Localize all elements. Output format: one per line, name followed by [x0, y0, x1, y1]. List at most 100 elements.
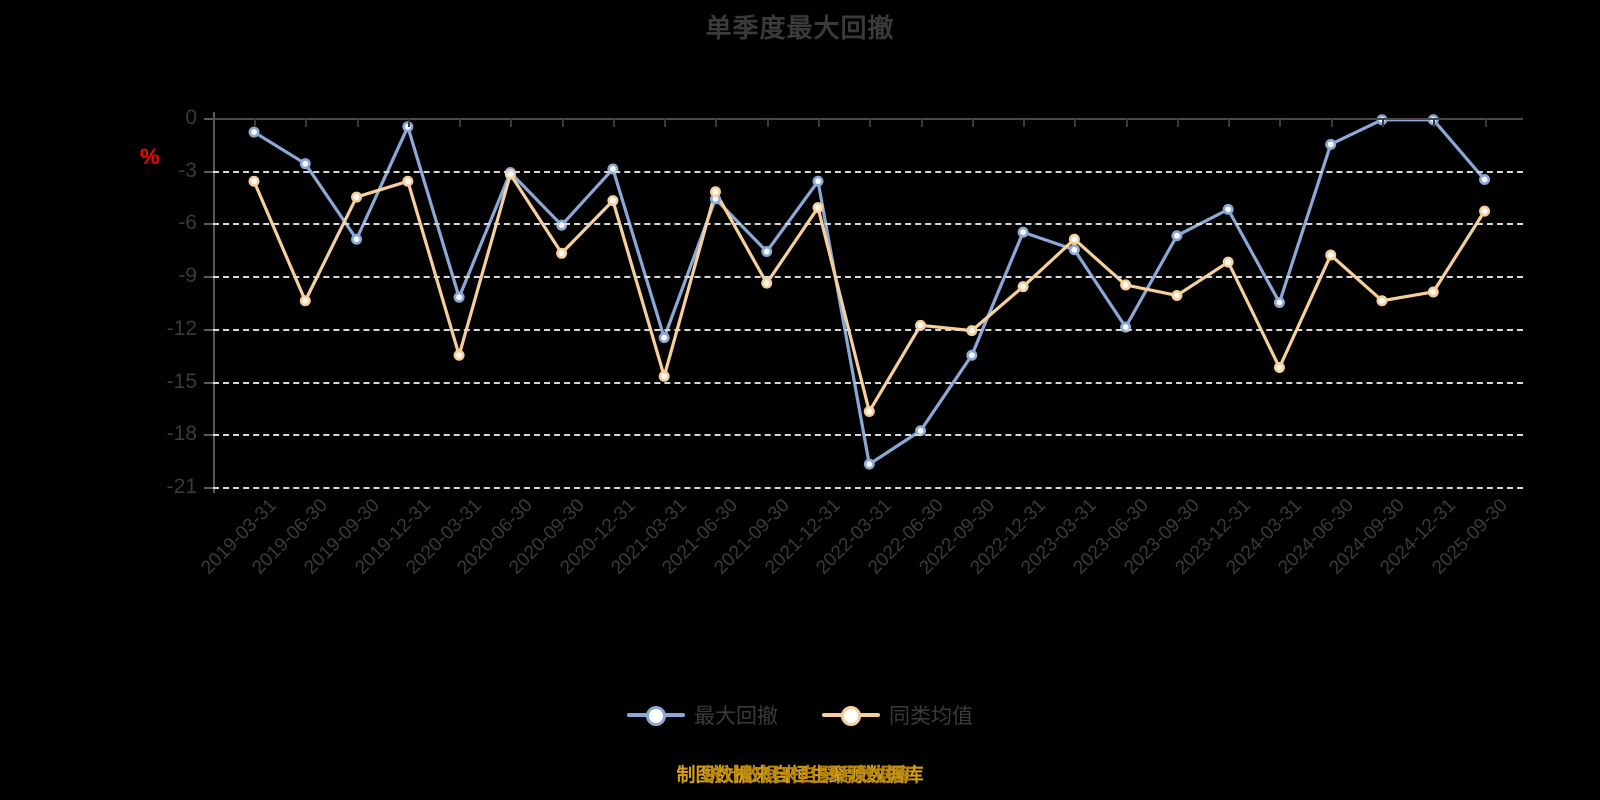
x-axis-tick-mark — [1074, 118, 1077, 127]
data-point-marker[interactable] — [1376, 295, 1388, 307]
x-axis-tick-mark — [356, 118, 359, 127]
legend-label-peer-average: 同类均值 — [889, 705, 973, 728]
gridline — [213, 170, 1523, 173]
data-point-marker[interactable] — [299, 158, 311, 170]
footer-source-note-front: 制图数据来自恒生聚源数据库 — [676, 765, 924, 786]
x-axis-tick-mark — [664, 118, 667, 127]
data-point-marker[interactable] — [812, 175, 824, 187]
legend-marker-peer-average — [822, 705, 880, 726]
series-lines-layer — [248, 114, 1491, 470]
data-point-marker[interactable] — [1222, 203, 1234, 215]
x-axis-tick-mark — [1023, 118, 1026, 127]
y-axis-tick-label: -3 — [178, 158, 197, 182]
gridline — [213, 434, 1523, 437]
x-axis-tick-mark — [612, 118, 615, 127]
data-point-marker[interactable] — [402, 175, 414, 187]
data-point-marker[interactable] — [1479, 205, 1491, 217]
data-point-marker[interactable] — [761, 246, 773, 258]
y-axis-tick-label: -15 — [166, 369, 197, 393]
y-axis-tick-mark — [204, 170, 213, 173]
x-axis-tick-mark — [1433, 118, 1436, 127]
data-point-marker[interactable] — [1017, 281, 1029, 293]
data-point-marker[interactable] — [1325, 138, 1337, 150]
data-point-marker[interactable] — [1171, 230, 1183, 242]
x-axis-tick-mark — [920, 118, 923, 127]
x-axis-tick-mark — [715, 118, 718, 127]
x-axis-tick-mark — [818, 118, 820, 127]
data-point-marker[interactable] — [658, 332, 670, 344]
legend-label-drawdown: 最大回撤 — [694, 705, 778, 728]
x-axis-tick-mark — [1176, 118, 1179, 127]
data-point-marker[interactable] — [1427, 286, 1439, 298]
data-point-marker[interactable] — [761, 277, 773, 289]
y-axis-tick-mark — [204, 223, 213, 226]
footer-source-note: 统计数据来自聚源数据库 制图数据来自恒生聚源数据库 — [0, 760, 1600, 787]
data-point-marker[interactable] — [453, 291, 465, 303]
data-point-marker[interactable] — [863, 405, 875, 417]
data-point-marker[interactable] — [351, 191, 363, 203]
data-point-marker[interactable] — [709, 186, 721, 198]
y-axis-tick-label: -18 — [166, 422, 197, 446]
x-axis-tick-mark — [869, 118, 872, 127]
data-point-marker[interactable] — [607, 195, 619, 207]
data-point-marker[interactable] — [453, 349, 465, 361]
data-point-marker[interactable] — [1479, 173, 1491, 185]
data-point-marker[interactable] — [966, 349, 978, 361]
y-axis-tick-label: -21 — [166, 475, 197, 498]
x-axis-tick-mark — [459, 118, 462, 127]
x-axis-tick-mark — [1279, 118, 1282, 127]
data-point-marker[interactable] — [1325, 249, 1337, 261]
data-point-marker[interactable] — [248, 126, 260, 138]
y-axis-tick-mark — [204, 434, 213, 437]
data-point-marker[interactable] — [1068, 244, 1080, 256]
legend-marker-drawdown — [627, 705, 685, 726]
data-point-marker[interactable] — [863, 458, 875, 470]
gridline — [213, 276, 1523, 279]
x-axis-tick-mark — [1228, 118, 1231, 127]
data-point-marker[interactable] — [351, 233, 363, 245]
legend-item-drawdown[interactable]: 最大回撤 — [627, 700, 778, 730]
x-axis-tick-mark — [561, 118, 564, 127]
y-axis-tick-mark — [204, 381, 213, 384]
data-point-marker[interactable] — [1171, 289, 1183, 301]
data-point-marker[interactable] — [1273, 297, 1285, 309]
legend-item-peer-average[interactable]: 同类均值 — [822, 700, 973, 730]
data-point-marker[interactable] — [1017, 226, 1029, 238]
x-axis-tick-mark — [407, 118, 410, 127]
x-axis-tick-mark — [1382, 118, 1384, 127]
x-axis-tick-mark — [1330, 118, 1333, 127]
chart-legend: 最大回撤 同类均值 — [0, 700, 1600, 730]
y-axis-tick-mark — [204, 487, 213, 489]
gridline — [213, 223, 1523, 226]
data-point-marker[interactable] — [1120, 279, 1132, 291]
x-axis-tick-mark — [305, 118, 308, 127]
data-point-marker[interactable] — [1068, 233, 1080, 245]
data-point-marker[interactable] — [248, 175, 260, 187]
y-axis-tick-label: 0 — [185, 106, 197, 129]
y-axis-line — [213, 112, 215, 493]
y-axis-unit-label: % — [140, 144, 160, 169]
x-axis-tick-mark — [254, 118, 257, 127]
x-axis-tick-mark — [1125, 118, 1128, 127]
y-axis-tick-label: -9 — [178, 264, 197, 288]
y-axis-tick-label: -6 — [178, 211, 197, 235]
x-axis-tick-mark — [766, 118, 769, 127]
data-point-marker[interactable] — [556, 247, 568, 259]
x-axis-tick-mark — [510, 118, 513, 127]
data-point-marker[interactable] — [658, 370, 670, 382]
series-line-peer-average — [252, 172, 1487, 414]
plot-area — [204, 114, 1523, 489]
x-axis-tick-mark — [971, 118, 974, 127]
y-axis-tick-mark — [204, 276, 213, 279]
gridline — [213, 487, 1523, 489]
data-point-marker[interactable] — [299, 295, 311, 307]
footer-source-note-back: 统计数据来自聚源数据库 — [703, 765, 913, 786]
y-axis-tick-label: -12 — [166, 316, 197, 340]
y-axis-tick-mark — [204, 118, 213, 120]
data-point-marker[interactable] — [1222, 256, 1234, 268]
gridline — [213, 118, 1523, 120]
page-title: 单季度最大回撤 — [705, 13, 895, 43]
data-point-marker[interactable] — [1273, 362, 1285, 374]
data-point-marker[interactable] — [812, 202, 824, 214]
